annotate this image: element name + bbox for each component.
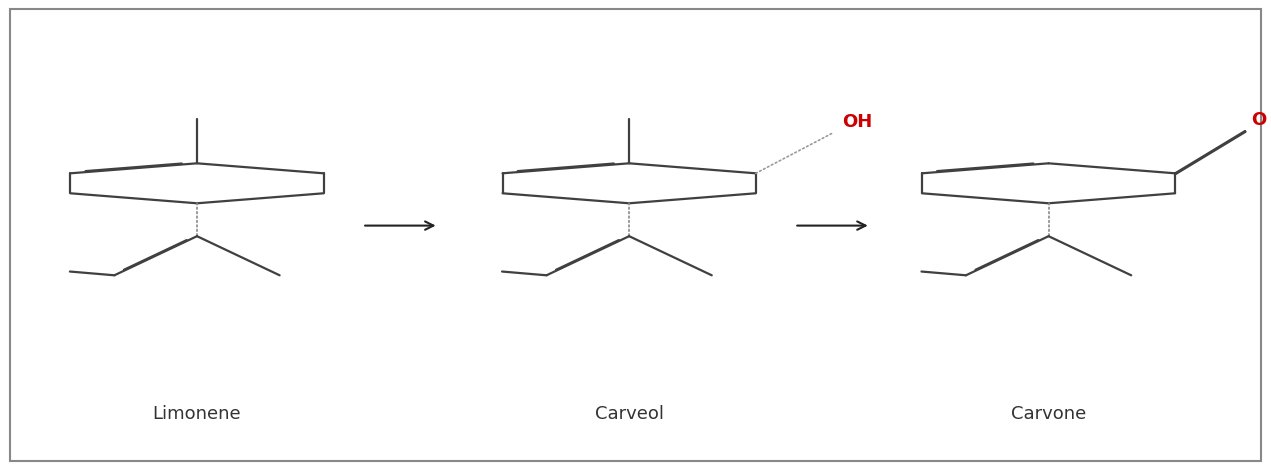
Text: Limonene: Limonene <box>153 405 241 423</box>
Text: Carveol: Carveol <box>595 405 663 423</box>
Text: OH: OH <box>843 113 872 131</box>
FancyBboxPatch shape <box>10 9 1261 461</box>
Text: O: O <box>1252 110 1267 129</box>
Text: Carvone: Carvone <box>1010 405 1087 423</box>
